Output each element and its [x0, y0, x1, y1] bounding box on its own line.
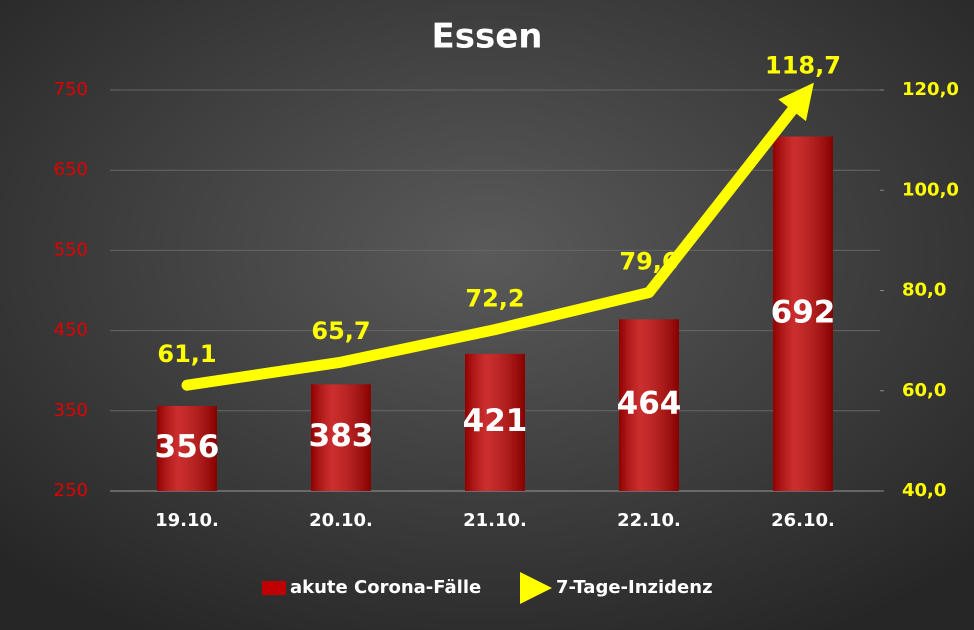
- x-tick-label: 21.10.: [463, 510, 527, 531]
- bar-value-label: 464: [617, 386, 682, 422]
- x-tick-label: 20.10.: [309, 510, 373, 531]
- x-tick-label: 22.10.: [617, 510, 681, 531]
- legend-swatch: [520, 572, 552, 604]
- y2-tick-label: 80,0: [902, 280, 946, 301]
- bar-value-label: 421: [463, 403, 528, 439]
- bar-shine: [773, 136, 833, 492]
- line-value-label: 72,2: [465, 285, 524, 313]
- line: [181, 82, 814, 391]
- bar-value-label: 692: [771, 294, 836, 330]
- bar-shine: [311, 384, 371, 491]
- bar-shine: [619, 319, 679, 491]
- y2-tick-label: 40,0: [902, 480, 946, 501]
- line-value-label: 61,1: [157, 340, 216, 368]
- y2-tick-label: 100,0: [902, 179, 959, 200]
- y-tick-label: 750: [54, 79, 88, 100]
- legend-label: akute Corona-Fälle: [290, 577, 481, 598]
- y2-tick-label: 60,0: [902, 380, 946, 401]
- y-tick-label: 250: [54, 480, 88, 501]
- legend-swatch: [262, 581, 286, 595]
- y-tick-label: 650: [54, 159, 88, 180]
- x-tick-label: 26.10.: [771, 510, 835, 531]
- legend-label: 7-Tage-Inzidenz: [556, 577, 713, 598]
- bar-shine: [465, 353, 525, 491]
- bar-value-label: 356: [155, 429, 220, 465]
- y-tick-label: 450: [54, 320, 88, 341]
- y2-tick-label: 120,0: [902, 79, 959, 100]
- line-value-label: 118,7: [765, 52, 841, 80]
- y-tick-label: 350: [54, 400, 88, 421]
- x-tick-label: 19.10.: [155, 510, 219, 531]
- line-value-label: 79,6: [619, 248, 678, 276]
- chart-title: Essen: [432, 17, 543, 57]
- y-tick-label: 550: [54, 239, 88, 260]
- bar-shine: [157, 405, 217, 491]
- bar-value-label: 383: [309, 418, 374, 454]
- line-value-label: 65,7: [311, 317, 370, 345]
